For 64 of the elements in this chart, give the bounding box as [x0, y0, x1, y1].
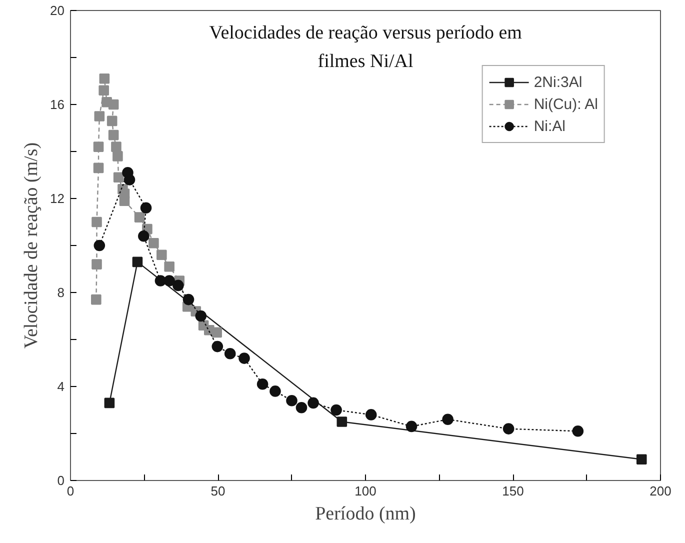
point	[106, 116, 118, 126]
point	[212, 327, 222, 338]
point	[172, 280, 184, 292]
point	[119, 196, 130, 206]
point	[154, 275, 166, 286]
point	[308, 397, 319, 409]
point	[195, 310, 207, 322]
point	[164, 275, 175, 286]
point	[140, 202, 152, 214]
x-tick-label: 100	[354, 484, 376, 498]
legend-label: Ni(Cu): Al	[534, 96, 598, 112]
point	[98, 85, 109, 96]
point	[270, 386, 281, 397]
legend-label: Ni:Al	[534, 118, 566, 134]
point	[92, 259, 102, 270]
y-tick-label: 20	[50, 3, 65, 18]
point	[182, 294, 194, 306]
point	[572, 426, 584, 437]
point	[92, 216, 102, 228]
point	[365, 409, 377, 420]
x-tick-label: 200	[650, 484, 672, 498]
point	[224, 348, 236, 360]
point	[336, 416, 348, 427]
point	[94, 240, 106, 252]
y-axis-title: Velocidade de reação (m/s)	[21, 142, 42, 349]
x-tick-label: 150	[502, 484, 524, 498]
x-tick-label: 0	[66, 484, 74, 498]
text: Velocidades de reação versus período em filmes Ni/Al	[209, 22, 522, 72]
point	[212, 340, 224, 352]
x-axis-title: Período (nm)	[315, 504, 416, 524]
point	[256, 378, 268, 390]
point	[286, 394, 298, 406]
point	[108, 99, 119, 110]
point	[112, 151, 123, 162]
y-tick-label: 8	[57, 285, 65, 300]
point	[134, 212, 145, 222]
y-tick-label: 16	[50, 97, 65, 112]
point	[138, 230, 150, 242]
point	[111, 142, 122, 152]
point	[296, 402, 308, 414]
point	[164, 262, 174, 272]
point	[124, 174, 136, 186]
y-tick-label: 4	[57, 379, 65, 394]
point	[91, 294, 102, 305]
point	[636, 454, 647, 464]
point	[330, 404, 342, 416]
point	[94, 111, 105, 122]
point	[108, 130, 119, 140]
y-tick-label: 12	[50, 191, 65, 206]
point	[502, 423, 514, 434]
point	[148, 238, 159, 248]
point	[93, 162, 104, 174]
point	[99, 74, 110, 84]
point	[104, 398, 115, 408]
point	[406, 420, 418, 432]
point	[93, 142, 104, 152]
y-tick-label: 0	[57, 473, 65, 488]
point	[238, 352, 250, 364]
point	[113, 172, 124, 182]
x-tick-label: 50	[210, 484, 226, 498]
legend-label: 2Ni:3Al	[534, 74, 582, 90]
point	[156, 250, 167, 260]
point	[132, 256, 143, 268]
point	[442, 414, 454, 426]
